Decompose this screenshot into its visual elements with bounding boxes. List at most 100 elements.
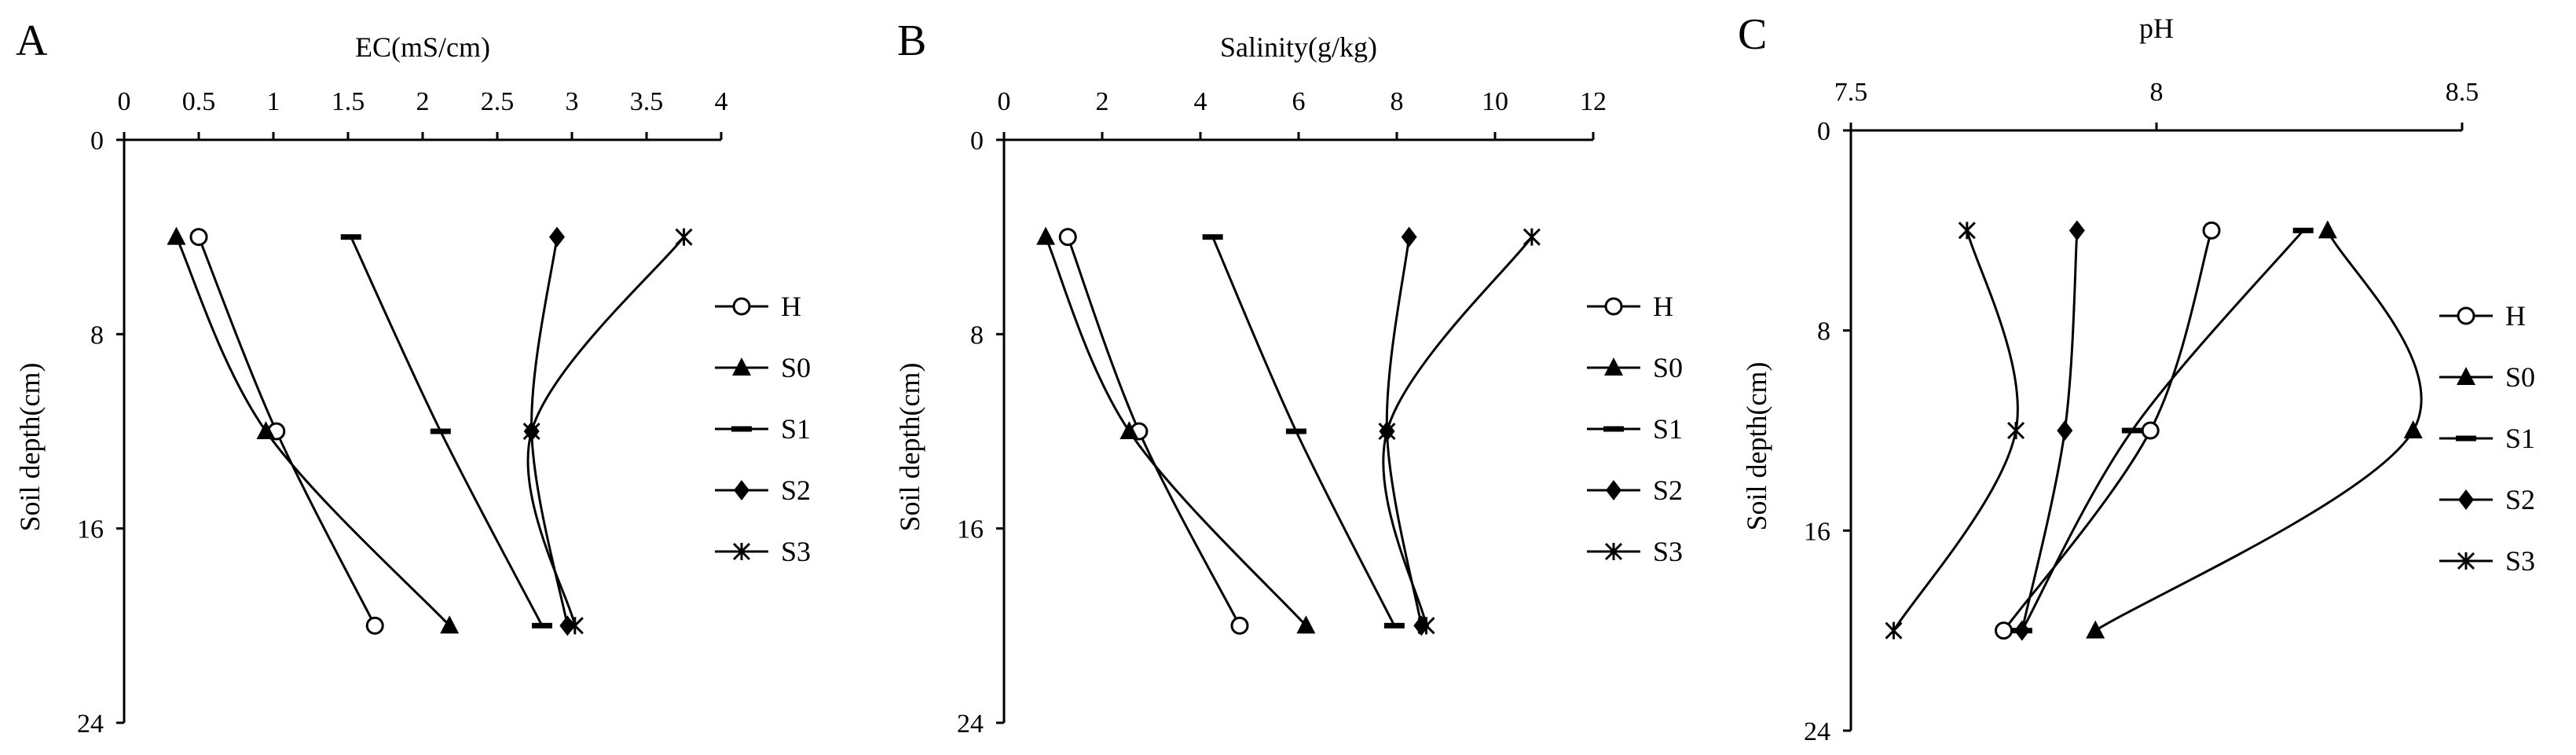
x-axis-label: EC(mS/cm): [355, 31, 490, 63]
series-s0-line: [175, 236, 451, 627]
legend-item-s2: S2: [2439, 484, 2535, 515]
legend-triangle-marker: [732, 357, 751, 376]
point-s3-marker: [1958, 222, 1976, 240]
point-s0-marker: [2403, 420, 2423, 438]
point-s3-marker: [2006, 421, 2025, 440]
y-tick-label: 16: [1804, 517, 1830, 546]
series-s2: [2014, 220, 2085, 641]
point-s1-marker: [2292, 227, 2314, 233]
legend-item-s3: S3: [2439, 545, 2535, 577]
legend-item-s0: S0: [1587, 352, 1683, 383]
legend-dash-marker: [1603, 426, 1624, 432]
x-tick-label: 4: [715, 87, 728, 116]
legend-label: S2: [781, 475, 811, 506]
panel-letter: A: [16, 16, 48, 65]
series-s1: [1202, 234, 1405, 629]
point-s2-marker: [2014, 620, 2030, 641]
legend-diamond-marker: [1606, 480, 1621, 500]
x-tick-label: 2: [416, 87, 430, 116]
legend-item-s1: S1: [1587, 413, 1683, 445]
series-s1: [340, 234, 552, 629]
legend-label: S3: [781, 536, 811, 567]
point-s2-marker: [2057, 420, 2073, 441]
legend-item-h: H: [715, 291, 801, 322]
series-h-line: [2003, 229, 2213, 632]
legend-label: S0: [1653, 352, 1683, 383]
legend-circle-marker: [732, 297, 751, 316]
legend-label: S1: [781, 413, 811, 445]
y-axis-label: Soil depth(cm): [14, 363, 46, 532]
x-tick-label: 0: [118, 87, 131, 116]
legend-triangle-marker: [2457, 367, 2475, 385]
point-s0-marker: [256, 421, 276, 439]
legend-label: S1: [2505, 423, 2535, 454]
series-s3-line: [526, 236, 685, 626]
legend-item-s3: S3: [715, 536, 811, 567]
point-h-marker: [189, 228, 208, 247]
point-h-marker: [365, 616, 384, 635]
legend-circle-marker: [2457, 306, 2475, 325]
point-s1-marker: [2121, 427, 2142, 434]
x-tick-label: 7.5: [1834, 78, 1868, 107]
y-tick-label: 16: [77, 515, 104, 544]
point-s0-marker: [1296, 615, 1316, 634]
series-s0: [2086, 220, 2423, 639]
legend-dash-marker: [2456, 435, 2476, 442]
y-tick-label: 0: [90, 126, 104, 156]
series-s0: [1036, 226, 1316, 634]
x-tick-label: 0: [998, 87, 1011, 116]
series-h: [1995, 221, 2221, 640]
legend-star-marker: [1604, 542, 1623, 561]
series-h-line: [1066, 236, 1241, 627]
point-s3-marker: [1523, 228, 1541, 246]
chart-panel-b: B Salinity(g/kg)Soil depth(cm)0 2 4 6 8 10 1208…: [894, 16, 1683, 739]
legend-item-h: H: [1587, 291, 1673, 322]
point-h-marker: [1058, 228, 1077, 247]
point-s0-marker: [1119, 421, 1139, 439]
x-tick-label: 1: [267, 87, 280, 116]
legend-label: S0: [781, 352, 811, 383]
point-h-marker: [1995, 621, 2013, 640]
point-s3-marker: [1378, 422, 1396, 441]
legend-item-s1: S1: [715, 413, 811, 445]
legend-star-marker: [2457, 552, 2475, 570]
chart-panel-a: A EC(mS/cm) Soil depth(cm) 0 0.5 1 1.5 2 2.5 3 3.5…: [14, 16, 811, 739]
y-tick-label: 0: [1817, 117, 1830, 146]
series-s3: [522, 228, 693, 635]
point-s0-marker: [2086, 620, 2105, 639]
series-s0: [167, 226, 460, 634]
y-tick-label: 16: [957, 515, 984, 544]
point-s1-marker: [430, 428, 451, 434]
point-s1-marker: [1202, 234, 1223, 240]
legend-label: S0: [2505, 361, 2535, 393]
series-h-line: [197, 236, 376, 627]
legend-star-marker: [732, 542, 751, 561]
point-s0-marker: [2318, 220, 2337, 239]
point-s0-marker: [1036, 226, 1056, 245]
x-tick-label: 0.5: [182, 87, 216, 116]
x-tick-label: 8: [1391, 87, 1404, 116]
x-tick-label: 6: [1292, 87, 1306, 116]
legend-diamond-marker: [734, 480, 749, 500]
y-tick-label: 24: [77, 709, 104, 739]
point-s3-marker: [675, 228, 693, 246]
legend-label: H: [2505, 300, 2526, 332]
y-tick-label: 24: [957, 709, 984, 739]
series-s3: [1885, 222, 2025, 640]
legend-item-s2: S2: [1587, 475, 1683, 506]
x-tick-label: 10: [1482, 87, 1508, 116]
series-h: [1058, 228, 1249, 635]
x-tick-label: 2: [1096, 87, 1109, 116]
legend-diamond-marker: [2458, 489, 2474, 510]
point-s3-marker: [522, 422, 540, 441]
legend-item-s1: S1: [2439, 423, 2535, 454]
x-tick-label: 3.5: [630, 87, 664, 116]
point-s2-marker: [1401, 226, 1417, 247]
point-s3-marker: [566, 617, 584, 635]
legend-item-s0: S0: [2439, 361, 2535, 393]
point-s0-marker: [440, 615, 460, 634]
x-tick-label: 2.5: [481, 87, 515, 116]
legend-label: S1: [1653, 413, 1683, 445]
